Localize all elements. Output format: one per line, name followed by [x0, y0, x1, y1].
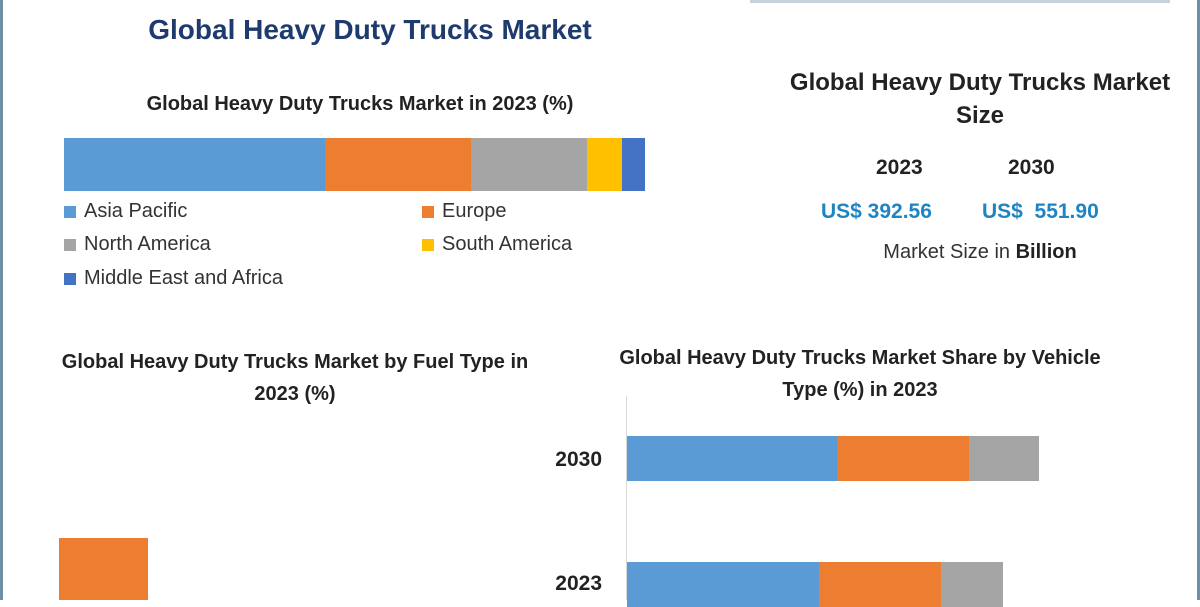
legend-label: Middle East and Africa: [84, 267, 283, 290]
legend-item-middle-east-and-africa: Middle East and Africa: [64, 267, 283, 290]
vehicle-bar-2030-segment-3: [969, 436, 1039, 481]
region-bar-segment-middle-east-and-africa: [622, 138, 645, 191]
vehicle-bar-2023-segment-3: [941, 562, 1003, 607]
region-bar-segment-north-america: [471, 138, 587, 191]
market-size-title: Global Heavy Duty Trucks Market Size: [780, 66, 1180, 132]
region-chart-title: Global Heavy Duty Trucks Market in 2023 …: [60, 88, 660, 120]
legend-label: Asia Pacific: [84, 200, 187, 223]
legend-swatch: [422, 239, 434, 251]
vehicle-bar-2023-segment-1: [627, 562, 819, 607]
legend-item-south-america: South America: [422, 233, 572, 256]
year-2023-label: 2023: [876, 156, 923, 180]
vehicle-chart-title: Global Heavy Duty Trucks Market Share by…: [600, 342, 1120, 406]
legend-swatch: [64, 206, 76, 218]
legend-item-north-america: North America: [64, 233, 211, 256]
region-stacked-bar: [64, 138, 645, 191]
vehicle-bar-2030: [627, 436, 1039, 481]
year-2030-label: 2030: [1008, 156, 1055, 180]
value-2023: US$ 392.56: [821, 200, 932, 224]
region-bar-segment-asia-pacific: [64, 138, 325, 191]
legend-label: Europe: [442, 200, 507, 223]
legend-item-asia-pacific: Asia Pacific: [64, 200, 187, 223]
market-size-note-unit: Billion: [1016, 241, 1077, 263]
legend-swatch: [64, 239, 76, 251]
legend-label: South America: [442, 233, 572, 256]
top-divider: [750, 0, 1170, 3]
vehicle-row-label-2030: 2030: [532, 448, 602, 472]
frame-border-left: [0, 0, 3, 600]
legend-swatch: [64, 273, 76, 285]
legend-item-europe: Europe: [422, 200, 507, 223]
region-bar-segment-south-america: [587, 138, 622, 191]
region-legend: Asia Pacific Europe North America South Ame…: [64, 200, 624, 300]
vehicle-bar-2023: [627, 562, 1003, 607]
value-2030: US$ 551.90: [982, 200, 1099, 224]
page-title: Global Heavy Duty Trucks Market: [0, 14, 740, 46]
legend-label: North America: [84, 233, 211, 256]
legend-swatch: [422, 206, 434, 218]
market-size-note-prefix: Market Size in: [883, 241, 1010, 263]
region-bar-segment-europe: [325, 138, 470, 191]
fuel-bar-segment-1: [59, 538, 148, 600]
vehicle-bar-2023-segment-2: [819, 562, 941, 607]
market-size-panel: Global Heavy Duty Trucks Market Size: [780, 66, 1180, 132]
fuel-chart-title: Global Heavy Duty Trucks Market by Fuel …: [60, 346, 530, 410]
vehicle-bar-2030-segment-1: [627, 436, 837, 481]
market-size-note: Market Size in Billion: [780, 241, 1180, 264]
vehicle-row-label-2023: 2023: [532, 572, 602, 596]
vehicle-bar-2030-segment-2: [837, 436, 969, 481]
